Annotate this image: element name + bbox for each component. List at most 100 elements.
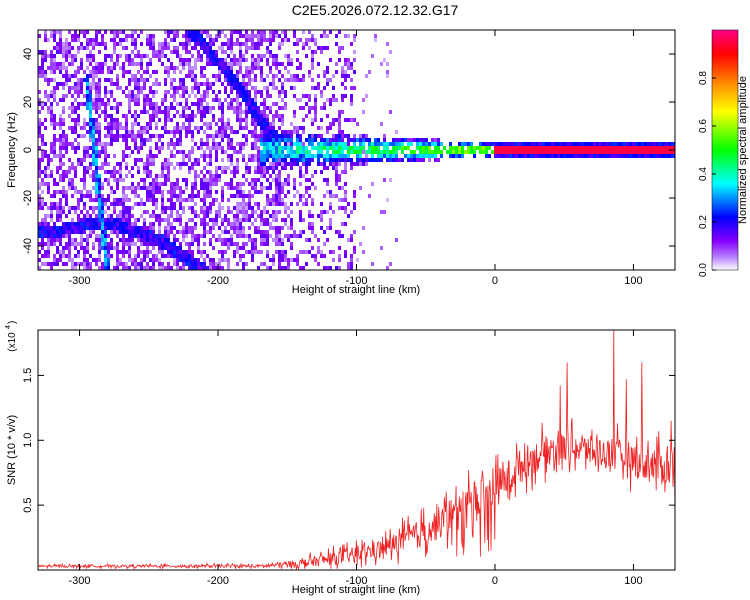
- heatmap-cell: [158, 50, 161, 54]
- heatmap-cell: [95, 118, 98, 122]
- heatmap-cell: [227, 126, 230, 130]
- heatmap-cell: [401, 138, 404, 142]
- heatmap-cell: [233, 174, 236, 178]
- heatmap-cell: [482, 146, 485, 150]
- heatmap-cell: [113, 126, 116, 130]
- heatmap-cell: [68, 250, 71, 254]
- heatmap-cell: [215, 190, 218, 194]
- heatmap-cell: [320, 94, 323, 98]
- heatmap-cell: [146, 210, 149, 214]
- heatmap-cell: [263, 170, 266, 174]
- heatmap-cell: [383, 138, 386, 142]
- heatmap-cell: [89, 262, 92, 266]
- heatmap-cell: [98, 254, 101, 258]
- heatmap-cell: [128, 226, 131, 230]
- heatmap-cell: [314, 98, 317, 102]
- heatmap-cell: [158, 258, 161, 262]
- heatmap-cell: [404, 138, 407, 142]
- heatmap-cell: [98, 246, 101, 250]
- heatmap-cell: [83, 178, 86, 182]
- heatmap-cell: [623, 150, 626, 154]
- heatmap-cell: [161, 254, 164, 258]
- heatmap-cell: [83, 222, 86, 226]
- heatmap-cell: [77, 94, 80, 98]
- heatmap-cell: [59, 202, 62, 206]
- heatmap-cell: [299, 234, 302, 238]
- heatmap-cell: [236, 186, 239, 190]
- heatmap-cell: [260, 38, 263, 42]
- heatmap-cell: [236, 202, 239, 206]
- heatmap-cell: [77, 66, 80, 70]
- heatmap-cell: [326, 78, 329, 82]
- heatmap-cell: [227, 206, 230, 210]
- heatmap-cell: [152, 118, 155, 122]
- heatmap-cell: [239, 34, 242, 38]
- heatmap-cell: [239, 218, 242, 222]
- heatmap-cell: [260, 118, 263, 122]
- heatmap-cell: [95, 38, 98, 42]
- heatmap-cell: [116, 182, 119, 186]
- heatmap-cell: [248, 206, 251, 210]
- heatmap-cell: [191, 182, 194, 186]
- heatmap-cell: [341, 46, 344, 50]
- heatmap-cell: [533, 154, 536, 158]
- heatmap-cell: [290, 210, 293, 214]
- heatmap-cell: [344, 206, 347, 210]
- heatmap-cell: [65, 246, 68, 250]
- heatmap-cell: [278, 202, 281, 206]
- heatmap-cell: [158, 54, 161, 58]
- heatmap-cell: [434, 138, 437, 142]
- heatmap-cell: [167, 42, 170, 46]
- heatmap-cell: [131, 234, 134, 238]
- heatmap-cell: [212, 262, 215, 266]
- heatmap-cell: [215, 78, 218, 82]
- heatmap-cell: [344, 182, 347, 186]
- heatmap-cell: [323, 194, 326, 198]
- heatmap-cell: [170, 62, 173, 66]
- heatmap-cell: [203, 234, 206, 238]
- heatmap-cell: [272, 150, 275, 154]
- heatmap-cell: [134, 142, 137, 146]
- heatmap-cell: [467, 142, 470, 146]
- heatmap-cell: [116, 234, 119, 238]
- heatmap-cell: [344, 58, 347, 62]
- heatmap-cell: [44, 154, 47, 158]
- heatmap-cell: [62, 162, 65, 166]
- heatmap-cell: [155, 202, 158, 206]
- heatmap-cell: [206, 82, 209, 86]
- heatmap-cell: [245, 46, 248, 50]
- heatmap-cell: [236, 166, 239, 170]
- heatmap-cell: [296, 78, 299, 82]
- heatmap-cell: [374, 138, 377, 142]
- heatmap-cell: [161, 190, 164, 194]
- heatmap-cell: [50, 106, 53, 110]
- heatmap-cell: [590, 142, 593, 146]
- heatmap-cell: [137, 194, 140, 198]
- heatmap-cell: [191, 242, 194, 246]
- heatmap-cell: [197, 50, 200, 54]
- heatmap-cell: [221, 250, 224, 254]
- heatmap-cell: [101, 202, 104, 206]
- heatmap-cell: [212, 98, 215, 102]
- heatmap-cell: [545, 146, 548, 150]
- heatmap-cell: [215, 170, 218, 174]
- heatmap-cell: [53, 38, 56, 42]
- heatmap-cell: [173, 182, 176, 186]
- heatmap-cell: [104, 78, 107, 82]
- heatmap-cell: [251, 134, 254, 138]
- heatmap-cell: [41, 142, 44, 146]
- heatmap-cell: [245, 118, 248, 122]
- heatmap-cell: [80, 218, 83, 222]
- heatmap-cell: [161, 54, 164, 58]
- heatmap-cell: [95, 146, 98, 150]
- heatmap-cell: [131, 130, 134, 134]
- heatmap-cell: [38, 266, 41, 270]
- heatmap-cell: [125, 54, 128, 58]
- heatmap-cell: [230, 98, 233, 102]
- heatmap-cell: [146, 238, 149, 242]
- heatmap-cell: [440, 150, 443, 154]
- heatmap-cell: [218, 166, 221, 170]
- heatmap-cell: [242, 58, 245, 62]
- heatmap-cell: [230, 158, 233, 162]
- heatmap-cell: [194, 262, 197, 266]
